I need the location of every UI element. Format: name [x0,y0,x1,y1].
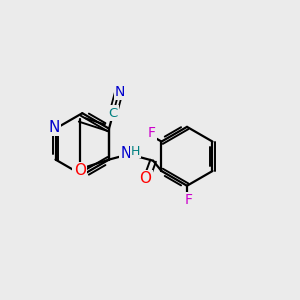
Text: C: C [109,106,118,119]
Text: N: N [115,85,125,99]
Text: O: O [74,163,86,178]
Text: F: F [148,127,155,140]
Text: H: H [131,145,140,158]
Text: F: F [184,194,193,208]
Text: N: N [121,146,131,161]
Text: N: N [48,120,60,135]
Text: O: O [140,171,152,186]
